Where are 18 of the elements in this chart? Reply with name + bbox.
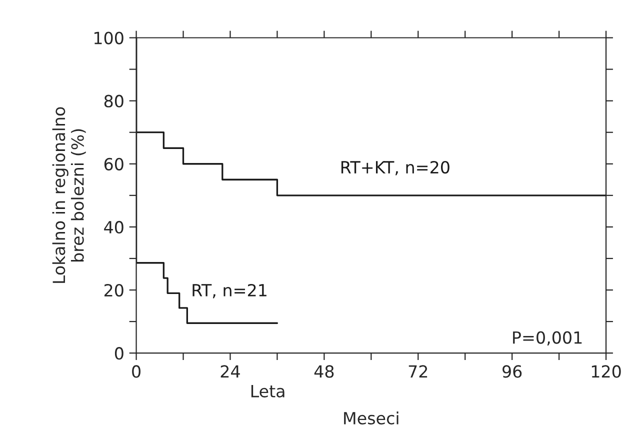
y-tick-label: 80 xyxy=(104,94,124,108)
y-tick-label: 60 xyxy=(104,158,124,170)
y-tick-label: 20 xyxy=(104,284,124,297)
text: Leta xyxy=(251,385,284,398)
x-axis-title: Meseci xyxy=(344,412,398,424)
x-tick-label: 24 xyxy=(220,365,240,378)
x-tick-label: 0 xyxy=(132,365,140,378)
x-tick-label: 48 xyxy=(314,365,334,378)
series-label: RT, n=21 xyxy=(192,284,266,298)
annotation: P=0,001 xyxy=(513,331,582,346)
y-tick-label: 100 xyxy=(94,32,124,44)
y-tick-label: 0 xyxy=(114,347,124,360)
y-axis-title: Lokalno in regionalno brez bolezni (%) xyxy=(52,107,86,283)
y-tick-label: 40 xyxy=(104,220,124,234)
x-tick-label: 96 xyxy=(502,365,522,378)
series-label: RT+KT, n=20 xyxy=(341,160,450,176)
x-tick-label: 72 xyxy=(408,365,428,378)
x-tick-label: 120 xyxy=(592,365,621,378)
